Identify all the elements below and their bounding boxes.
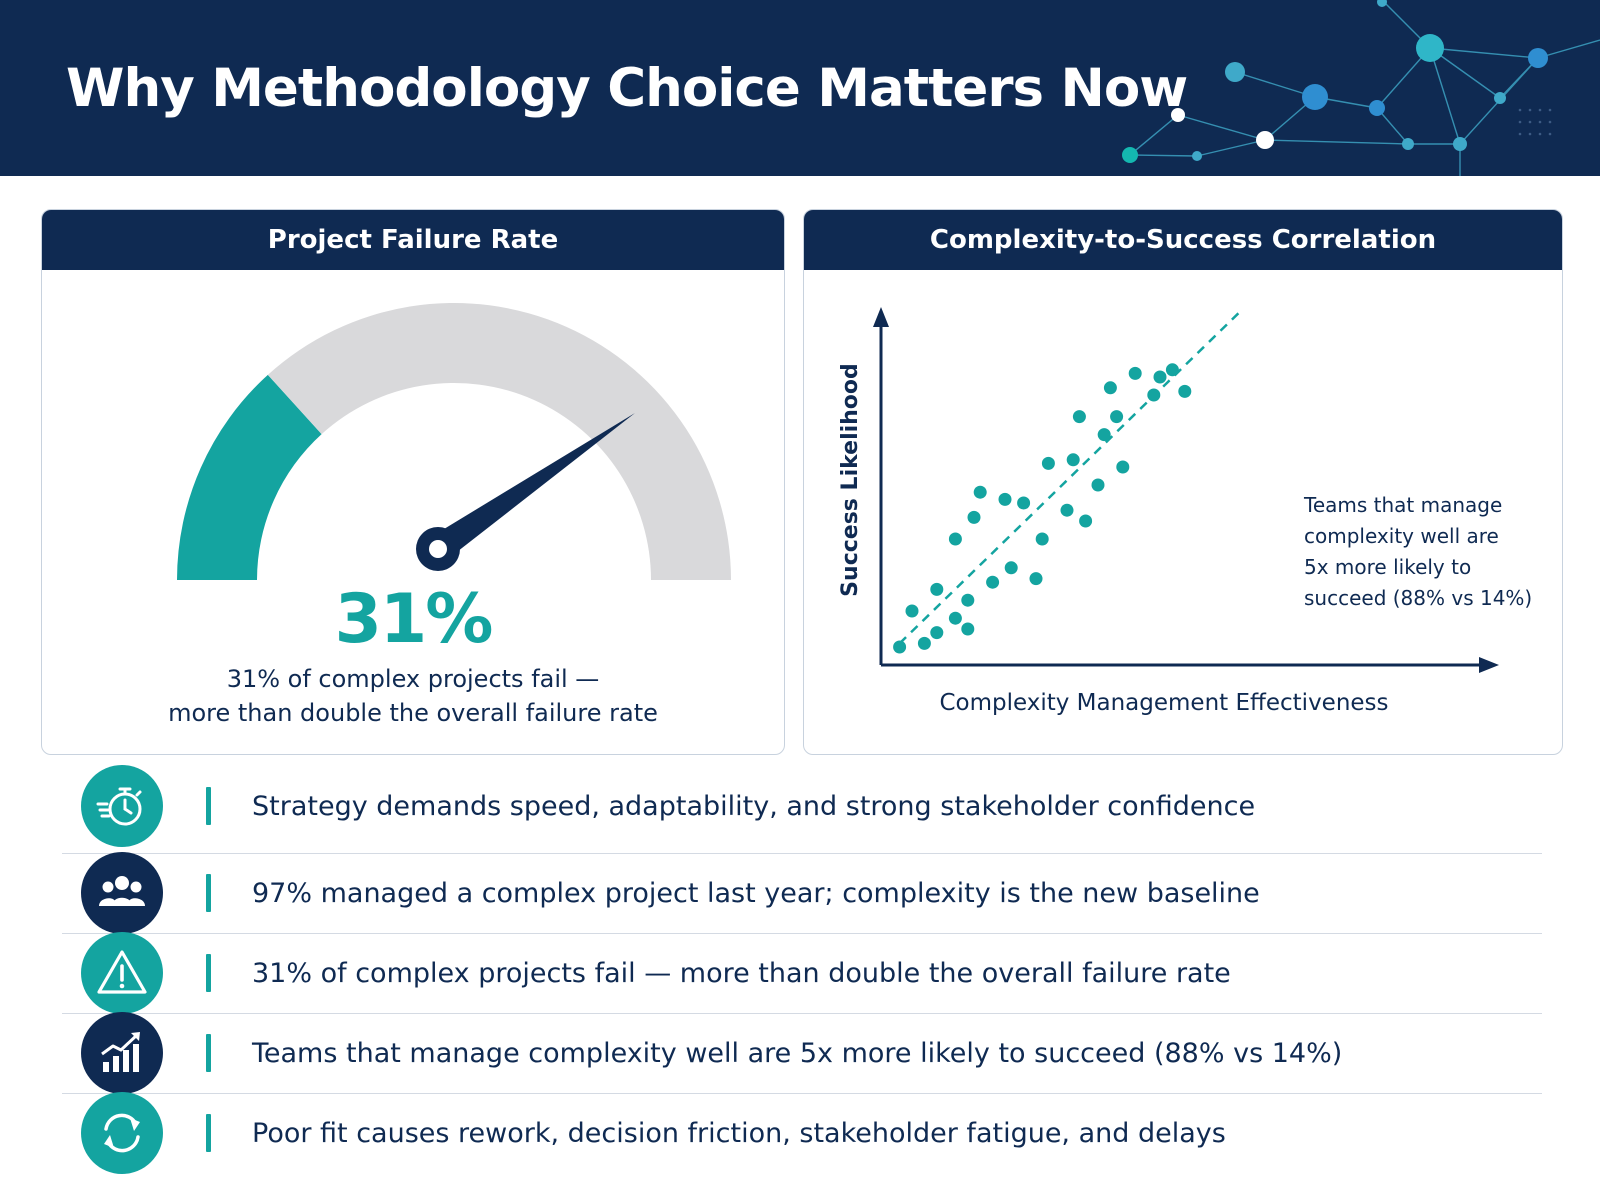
scatter-point xyxy=(1110,410,1124,424)
list-item: 31% of complex projects fail — more than… xyxy=(62,932,1542,1014)
page-title: Why Methodology Choice Matters Now xyxy=(66,58,1188,119)
scatter-point xyxy=(1004,561,1018,575)
divider xyxy=(62,1013,1542,1014)
scatter-point xyxy=(1103,381,1117,395)
list-item: 97% managed a complex project last year;… xyxy=(62,852,1542,934)
scatter-point xyxy=(967,510,981,524)
refresh-icon xyxy=(81,1092,163,1174)
failure-rate-card: Project Failure Rate 31% 31% of complex … xyxy=(41,209,785,755)
scatter-point xyxy=(961,593,975,607)
scatter-point xyxy=(948,532,962,546)
scatter-point xyxy=(948,611,962,625)
scatter-point xyxy=(998,492,1012,506)
list-item-text: Teams that manage complexity well are 5x… xyxy=(252,1037,1343,1069)
scatter-point xyxy=(1035,532,1049,546)
list-item: Poor fit causes rework, decision frictio… xyxy=(62,1092,1542,1174)
scatter-point xyxy=(930,626,944,640)
scatter-point xyxy=(930,582,944,596)
list-item: Teams that manage complexity well are 5x… xyxy=(62,1012,1542,1094)
gauge-remaining-arc xyxy=(267,303,731,580)
chart-annotation: Teams that manage complexity well are 5x… xyxy=(1304,490,1554,614)
list-item-text: Poor fit causes rework, decision frictio… xyxy=(252,1117,1226,1149)
correlation-card-title: Complexity-to-Success Correlation xyxy=(804,210,1562,270)
scatter-point xyxy=(973,485,987,499)
scatter-point xyxy=(1029,572,1043,586)
list-item-text: 97% managed a complex project last year;… xyxy=(252,877,1260,909)
correlation-card: Complexity-to-Success Correlation Succes… xyxy=(803,209,1563,755)
scatter-point xyxy=(917,636,931,650)
list-item: Strategy demands speed, adaptability, an… xyxy=(62,765,1542,847)
annotation-line: Teams that manage xyxy=(1304,493,1503,517)
x-axis-arrow xyxy=(1479,657,1499,673)
scatter-point xyxy=(1165,363,1179,377)
scatter-point xyxy=(1091,478,1105,492)
growth-chart-icon xyxy=(81,1012,163,1094)
scatter-point xyxy=(1097,428,1111,442)
gauge-hub-center xyxy=(429,540,447,558)
divider xyxy=(62,1093,1542,1094)
annotation-line: complexity well are xyxy=(1304,524,1499,548)
scatter-point xyxy=(986,575,1000,589)
scatter-chart xyxy=(873,307,1499,673)
warning-icon xyxy=(81,932,163,1014)
divider xyxy=(62,853,1542,854)
scatter-point xyxy=(1153,370,1167,384)
scatter-point xyxy=(1017,496,1031,510)
list-item-text: 31% of complex projects fail — more than… xyxy=(252,957,1231,989)
annotation-line: succeed (88% vs 14%) xyxy=(1304,586,1533,610)
gauge-caption-line: more than double the overall failure rat… xyxy=(168,699,658,727)
scatter-point xyxy=(905,604,919,618)
x-axis-label: Complexity Management Effectiveness xyxy=(939,690,1389,716)
accent-bar xyxy=(206,1034,211,1072)
scatter-point xyxy=(1072,410,1086,424)
scatter-point xyxy=(1079,514,1093,528)
scatter-point xyxy=(1147,388,1161,402)
accent-bar xyxy=(206,954,211,992)
y-axis-arrow xyxy=(873,307,889,327)
scatter-point xyxy=(961,622,975,636)
list-item-text: Strategy demands speed, adaptability, an… xyxy=(252,790,1256,822)
gauge-needle xyxy=(430,413,635,561)
scatter-point xyxy=(1066,453,1080,467)
gauge-caption-line: 31% of complex projects fail — xyxy=(226,665,600,693)
y-axis-label: Success Likelihood xyxy=(838,363,863,597)
accent-bar xyxy=(206,874,211,912)
trend-line xyxy=(898,310,1242,645)
failure-rate-card-title: Project Failure Rate xyxy=(42,210,784,270)
scatter-point xyxy=(1060,503,1074,517)
stopwatch-icon xyxy=(81,765,163,847)
annotation-line: 5x more likely to xyxy=(1304,555,1472,579)
divider xyxy=(62,933,1542,934)
scatter-point xyxy=(1178,384,1192,398)
gauge-caption: 31% of complex projects fail — more than… xyxy=(42,662,784,730)
people-icon xyxy=(81,852,163,934)
accent-bar xyxy=(206,1114,211,1152)
gauge-filled-arc xyxy=(177,374,322,580)
scatter-point xyxy=(1116,460,1130,474)
scatter-point xyxy=(893,640,907,654)
scatter-point xyxy=(1128,366,1142,380)
accent-bar xyxy=(206,787,211,825)
network-decoration-icon xyxy=(1122,0,1600,176)
scatter-point xyxy=(1041,456,1055,470)
gauge-chart xyxy=(177,303,731,580)
gauge-value: 31% xyxy=(334,580,494,659)
header-banner: Why Methodology Choice Matters Now xyxy=(0,0,1600,176)
